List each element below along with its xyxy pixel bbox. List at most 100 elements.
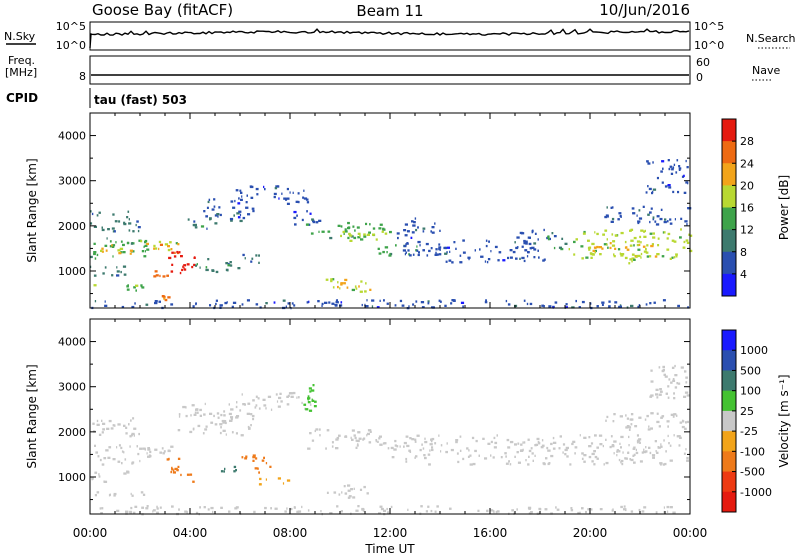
colorbar-tick-label: 16 [740,202,754,215]
power-cell [337,285,339,289]
velocity-cell [505,455,507,458]
power-cell [467,256,471,259]
power-cell [366,299,368,302]
power-cell [399,299,403,303]
velocity-cell [375,440,377,443]
power-cell [538,256,540,259]
velocity-cell [113,492,117,496]
power-cell [603,243,608,246]
velocity-cell [634,425,638,428]
power-cell [368,231,371,234]
velocity-cell [172,469,175,472]
velocity-cell [620,461,622,464]
power-cell [377,247,380,250]
power-cell [353,236,357,240]
velocity-cell [469,463,473,466]
power-cell [498,251,502,254]
velocity-cell [419,448,422,452]
power-cell [629,244,633,247]
power-cell [158,300,161,303]
power-cell [660,208,663,211]
velocity-cell [167,449,170,452]
velocity-cell [574,446,578,449]
power-cell [593,246,597,249]
velocity-cell [202,432,205,435]
velocity-region [390,434,689,466]
power-cell [659,217,663,221]
velocity-cell [523,441,526,444]
velocity-cell [94,494,97,497]
velocity-cell [545,457,548,460]
power-cell [344,228,347,231]
velocity-cell [676,435,680,438]
velocity-cell [581,507,584,510]
velocity-cell [254,467,258,470]
velocity-cell [118,444,121,447]
power-cell [416,249,419,252]
velocity-cell [123,424,126,427]
velocity-cell [311,398,313,401]
velocity-cell [659,462,663,465]
velocity-cell [278,396,282,400]
velocity-cell [105,449,109,452]
velocity-cell [338,493,341,496]
power-cell [211,269,215,272]
velocity-cell [235,405,238,409]
power-cell [347,236,350,240]
velocity-cell [429,449,431,452]
velocity-cell [494,441,498,445]
velocity-cell [630,423,633,426]
power-cell [686,166,689,169]
power-cell [417,226,419,229]
velocity-cell [309,432,312,435]
velocity-cell [469,454,472,457]
velocity-cell [100,512,103,515]
velocity-colorbar-swatch [722,451,736,472]
velocity-cell [486,509,489,512]
power-cell [196,263,198,266]
velocity-cell [144,448,146,451]
power-region [140,239,178,252]
power-cell [531,246,535,249]
velocity-cell [199,506,201,509]
velocity-cell [670,381,673,384]
velocity-region [139,445,174,455]
power-cell [111,227,115,230]
velocity-cell [185,406,187,409]
power-cell [365,305,369,308]
power-cell [643,230,645,233]
velocity-cell [630,413,634,416]
velocity-cell [279,392,282,395]
power-cell [438,299,441,302]
power-cell [591,242,595,246]
power-cell [624,240,627,244]
power-cell [413,221,416,224]
velocity-cell [254,406,257,409]
velocity-cell [220,426,222,429]
power-cell [549,237,551,241]
power-cell [523,242,527,245]
power-cell [611,217,615,221]
power-cell [241,195,243,198]
velocity-cell [588,445,592,448]
power-cell [371,305,374,308]
power-colorbar-swatch [722,273,736,297]
power-cell [596,305,599,308]
velocity-cell [289,507,293,511]
velocity-region [307,428,390,450]
power-cell [543,305,545,308]
power-cell [588,248,591,251]
power-cell [144,250,146,253]
velocity-cell [414,438,417,441]
velocity-cell [250,413,253,416]
velocity-cell [686,456,689,460]
velocity-cell [535,443,539,446]
power-cell [553,246,556,250]
power-cell [118,252,122,255]
velocity-cell [531,452,534,455]
velocity-cell [685,381,688,384]
velocity-cell [98,433,102,436]
power-cell [356,226,360,229]
power-cell [175,242,178,245]
power-region [161,295,171,302]
